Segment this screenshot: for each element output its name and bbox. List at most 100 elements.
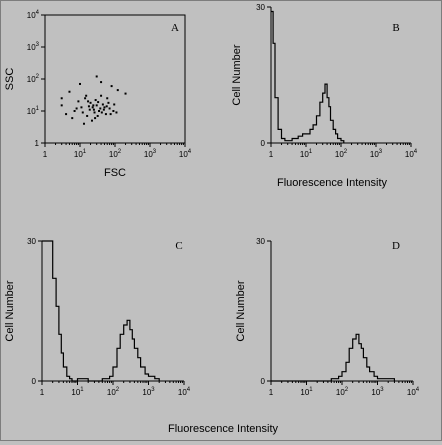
data-point [101,103,104,106]
panel-letter: C [175,240,182,252]
x-tick-label: 103 [144,149,157,159]
data-point [115,111,118,114]
y-tick-label: 30 [27,237,36,246]
x-tick-label: 104 [405,149,418,159]
y-axis-label: Cell Number [235,280,247,341]
y-tick-label: 0 [261,377,266,386]
y-tick-label: 101 [27,106,40,116]
x-tick-label: 102 [336,387,349,397]
data-point [102,108,105,111]
y-tick-label: 103 [27,42,40,52]
data-point [82,122,85,125]
x-tick-label: 1 [43,150,48,159]
data-point [108,107,111,110]
data-point [106,97,109,100]
data-point [81,111,84,114]
x-tick-label: 102 [109,149,122,159]
data-point [80,106,83,109]
data-point [110,85,113,88]
histogram-line [271,10,345,143]
data-point [92,104,95,107]
y-tick-label: 0 [32,377,37,386]
y-tick-label: 104 [27,10,40,20]
data-point [100,81,103,84]
data-point [87,105,90,108]
data-point [97,101,100,104]
y-axis-label: SSC [4,68,16,91]
data-point [112,110,115,112]
data-point [105,105,108,108]
panel-letter: D [392,240,400,252]
data-point [100,111,103,114]
data-point [94,117,97,120]
y-tick-label: 0 [261,139,266,148]
histogram-line [42,240,160,382]
data-point [84,97,87,100]
x-tick-label: 103 [371,387,384,397]
panel-c: 1 101 102 103 104 0 30 C Cell Number [4,237,191,397]
data-point [90,119,93,122]
x-tick-label: 1 [269,388,274,397]
y-tick-label: 30 [256,237,265,246]
panel-letter: A [171,22,179,34]
y-tick-label: 30 [256,3,265,12]
x-tick-label: 103 [370,149,383,159]
data-point [96,114,99,117]
data-point [79,82,81,85]
panel-letter: B [392,22,399,34]
data-point [104,113,107,116]
y-axis-label: Cell Number [4,280,16,341]
x-axis-label: Fluorescence Intensity [277,177,388,189]
data-point [98,110,101,112]
x-tick-label: 104 [178,387,191,397]
data-point [77,100,80,103]
data-point [94,99,97,102]
y-axis-label: Cell Number [231,44,243,105]
panel-b: 1 101 102 103 104 0 30 B Cell Number Fluorescence… [231,3,418,189]
x-tick-label: 102 [107,387,120,397]
x-tick-label: 102 [335,149,348,159]
data-point [60,104,63,107]
data-point [107,101,110,104]
data-point [87,100,90,103]
data-point [68,90,71,93]
histogram-line [271,333,395,382]
data-point [100,94,103,97]
data-point [95,75,98,78]
data-point [75,107,78,110]
x-tick-label: 104 [179,149,192,159]
data-point [85,94,88,97]
plot-frame [44,14,186,144]
data-point [93,111,96,114]
data-point [73,110,76,112]
y-tick-label: 1 [35,139,40,148]
data-point [71,117,74,120]
data-point [109,113,112,116]
x-tick-label: 101 [300,149,313,159]
data-point [116,89,119,92]
panel-d: 1 101 102 103 104 0 30 D Cell Number [235,237,420,397]
x-tick-label: 1 [269,150,274,159]
data-point [95,104,98,107]
data-point [92,108,95,111]
y-tick-label: 102 [27,74,40,84]
data-point [113,103,116,106]
x-tick-label: 101 [71,387,84,397]
data-point [89,101,92,104]
data-point [124,92,127,95]
x-tick-label: 103 [142,387,155,397]
panel-a: 1 101 102 103 104 1 101 102 103 104 A SSC FSC [4,10,192,179]
bottom-axis-label: Fluorescence Intensity [168,423,279,435]
data-point [103,106,106,109]
x-tick-label: 101 [74,149,87,159]
data-point [88,108,91,111]
x-axis-label: FSC [104,167,126,179]
data-point [91,106,94,109]
x-tick-label: 104 [407,387,420,397]
x-tick-label: 101 [300,387,313,397]
x-tick-label: 1 [40,388,45,397]
data-point [65,113,68,116]
data-point [99,107,102,110]
